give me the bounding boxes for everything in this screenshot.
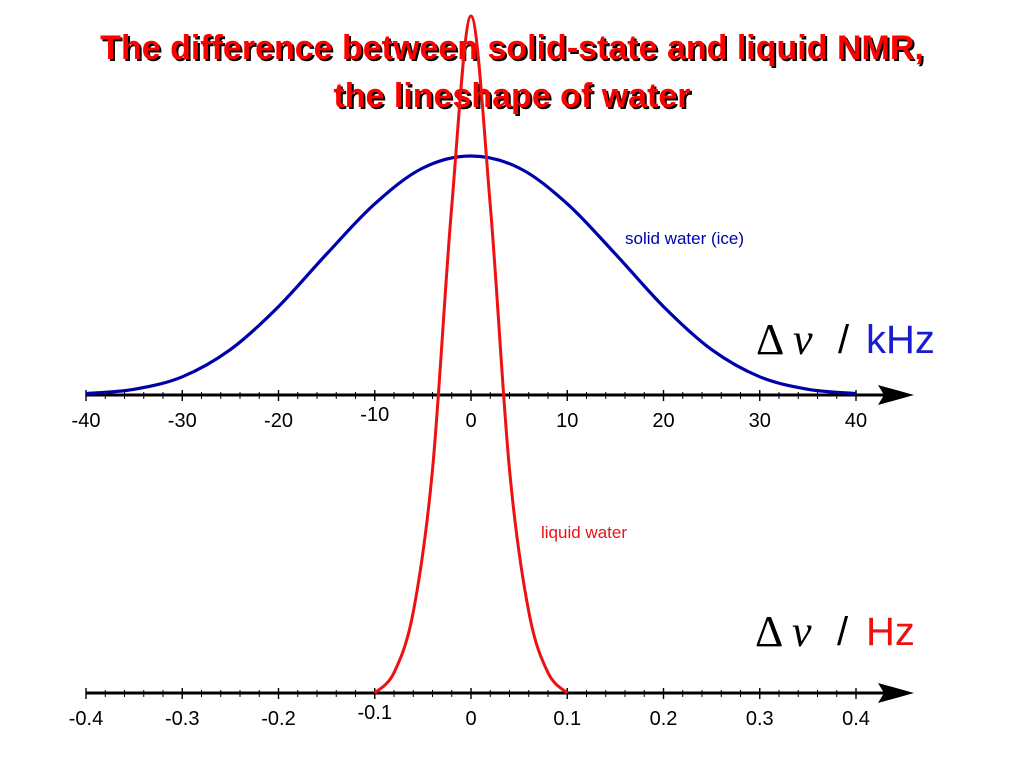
hz-axis-tick-label: -0.1 — [358, 702, 392, 724]
hz-axis-ticks: -0.4 -0.3 -0.2 -0.1 0 0.1 0.2 0.3 0.4 — [69, 688, 870, 730]
hz-axis-arrowhead — [878, 683, 914, 703]
nu-symbol: ν — [793, 315, 813, 364]
hz-axis-tick-label: 0 — [465, 708, 476, 730]
hz-axis-tick-label: 0.4 — [842, 708, 870, 730]
solid-water-curve — [85, 154, 857, 396]
khz-axis-ticks: -40 -30 -20 -10 0 10 20 30 40 — [72, 390, 867, 432]
hz-axis-tick-label: -0.3 — [165, 708, 199, 730]
nu-symbol: ν — [792, 607, 812, 656]
khz-axis-title: Δ ν / kHz — [756, 315, 935, 364]
slide-title-line-1: The difference between solid-state and l… — [100, 29, 924, 67]
hz-axis: -0.4 -0.3 -0.2 -0.1 0 0.1 0.2 0.3 0.4 — [69, 683, 914, 730]
liquid-water-curve — [373, 14, 569, 695]
hz-axis-tick-label: -0.4 — [69, 708, 103, 730]
slide-title-line-2: the lineshape of water — [333, 77, 691, 115]
khz-axis-tick-label: -40 — [72, 410, 101, 432]
delta-symbol: Δ — [756, 315, 784, 364]
khz-axis-arrowhead — [878, 385, 914, 405]
liquid-series-label: liquid water — [541, 523, 627, 542]
delta-symbol: Δ — [755, 607, 783, 656]
solid-series-label: solid water (ice) — [625, 229, 744, 248]
hz-axis-tick-label: 0.3 — [746, 708, 774, 730]
slash-symbol: / — [838, 318, 850, 362]
khz-axis: -40 -30 -20 -10 0 10 20 30 40 — [72, 385, 914, 432]
khz-axis-tick-label: 10 — [556, 410, 578, 432]
khz-axis-tick-label: 30 — [749, 410, 771, 432]
khz-axis-tick-label: -20 — [264, 410, 293, 432]
slash-symbol: / — [837, 610, 849, 654]
khz-axis-tick-label: -10 — [360, 404, 389, 426]
khz-unit-label: kHz — [866, 318, 935, 362]
hz-axis-title: Δ ν / Hz — [755, 607, 915, 656]
khz-axis-tick-label: 0 — [465, 410, 476, 432]
hz-axis-tick-label: 0.2 — [650, 708, 678, 730]
khz-axis-tick-label: 40 — [845, 410, 867, 432]
hz-unit-label: Hz — [866, 610, 915, 654]
hz-axis-tick-label: 0.1 — [553, 708, 581, 730]
hz-axis-tick-label: -0.2 — [261, 708, 295, 730]
khz-axis-tick-label: -30 — [168, 410, 197, 432]
khz-axis-tick-label: 20 — [652, 410, 674, 432]
